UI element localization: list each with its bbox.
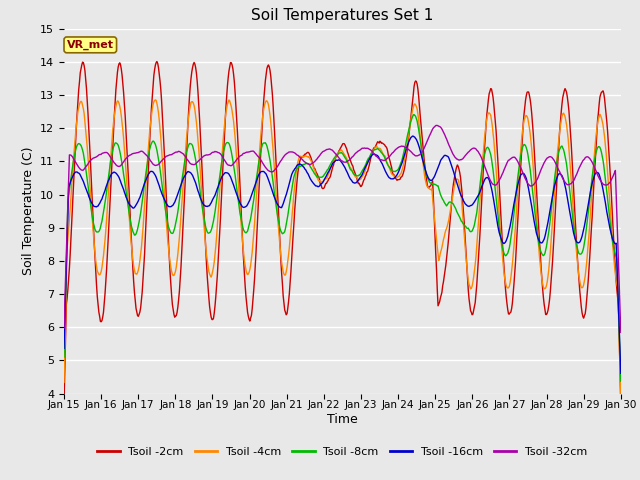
Y-axis label: Soil Temperature (C): Soil Temperature (C) xyxy=(22,147,35,276)
X-axis label: Time: Time xyxy=(327,413,358,426)
Title: Soil Temperatures Set 1: Soil Temperatures Set 1 xyxy=(252,9,433,24)
Legend: Tsoil -2cm, Tsoil -4cm, Tsoil -8cm, Tsoil -16cm, Tsoil -32cm: Tsoil -2cm, Tsoil -4cm, Tsoil -8cm, Tsoi… xyxy=(93,442,592,461)
Text: VR_met: VR_met xyxy=(67,40,114,50)
